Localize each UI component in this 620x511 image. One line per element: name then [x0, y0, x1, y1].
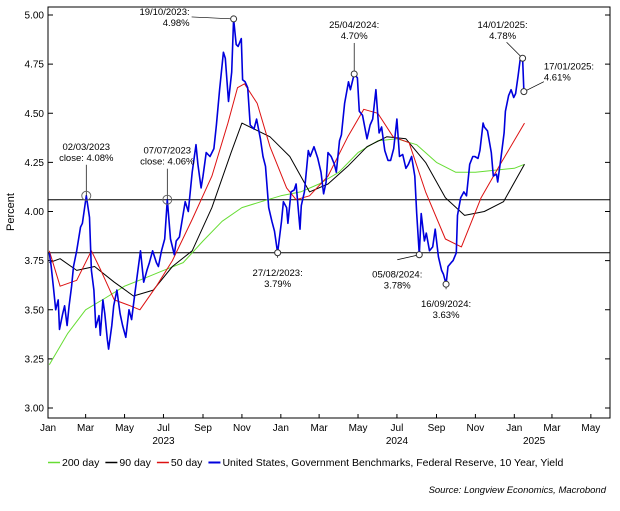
annotation-label: 14/01/2025: — [478, 20, 528, 31]
legend-entry: 200 day — [62, 457, 100, 469]
annotation-label: 3.79% — [264, 279, 291, 290]
y-axis-label: Percent — [5, 193, 17, 231]
series-line-200-day — [48, 138, 525, 366]
annotation-marker — [520, 88, 528, 96]
annotation-label: 4.98% — [163, 18, 190, 29]
annotation-label: 16/09/2024: — [421, 299, 471, 310]
annotation-label: 07/07/2023 — [144, 146, 192, 157]
annotation-marker — [81, 190, 92, 201]
x-tick-label: Mar — [77, 423, 95, 434]
annotation-label: 27/12/2023: — [253, 268, 303, 279]
x-tick-label: Nov — [467, 423, 485, 434]
x-tick-label: Nov — [233, 423, 251, 434]
y-tick-label: 4.00 — [25, 207, 45, 218]
annotation-label: close: 4.06% — [140, 157, 195, 168]
year-label: 2025 — [523, 436, 546, 447]
series-lines — [48, 18, 525, 366]
x-tick-label: Jan — [40, 423, 56, 434]
reference-lines — [48, 199, 610, 254]
annotation-marker — [230, 15, 238, 23]
source-note: Source: Longview Economics, Macrobond — [429, 485, 607, 496]
annotation-label: 25/04/2024: — [329, 20, 379, 31]
y-tick-label: 5.00 — [25, 11, 45, 22]
annotation-label: close: 4.08% — [59, 153, 114, 164]
x-tick-label: Sep — [428, 423, 446, 434]
annotation-marker — [415, 251, 423, 259]
x-tick-label: Mar — [310, 423, 328, 434]
x-tick-label: Sep — [194, 423, 212, 434]
annotation-label: 19/10/2023: — [139, 7, 189, 18]
x-tick-label: May — [115, 423, 134, 434]
annotation-label: 17/01/2025: — [544, 62, 594, 73]
y-tick-label: 4.50 — [25, 109, 45, 120]
year-label: 2023 — [152, 436, 175, 447]
x-tick-label: Jul — [391, 423, 404, 434]
x-tick-label: May — [581, 423, 600, 434]
series-line-90-day — [49, 122, 525, 297]
plot-frame — [47, 6, 611, 419]
y-axis-ticks: 3.00 3.25 3.50 3.75 4.00 4.25 4.50 4.75 5.00 — [25, 11, 610, 415]
annotation-label: 4.70% — [341, 31, 368, 42]
series-line-50-day — [48, 83, 525, 311]
annotation-marker — [442, 280, 450, 288]
annotation-label: 05/08/2024: — [372, 270, 422, 281]
annotation-leader — [523, 81, 545, 92]
x-tick-label: Jul — [157, 423, 170, 434]
y-tick-label: 4.75 — [25, 60, 45, 71]
year-label: 2024 — [386, 436, 409, 447]
annotation-label: 4.61% — [544, 73, 571, 84]
x-axis-ticks: Jan Mar May Jul Sep Nov Jan Mar May Jul Sep Nov Jan M… — [40, 414, 600, 447]
legend: 200 day 90 day 50 day United States, Govern… — [48, 457, 563, 469]
annotation-marker — [350, 70, 358, 78]
y-tick-label: 3.25 — [25, 354, 45, 365]
y-tick-label: 3.75 — [25, 256, 45, 267]
annotation-marker — [519, 54, 527, 62]
annotation-leader — [506, 41, 523, 59]
annotation-label: 02/03/2023 — [63, 142, 111, 153]
legend-entry: 90 day — [119, 457, 151, 469]
annotation-label: 4.78% — [489, 31, 516, 42]
legend-entry: 50 day — [171, 457, 203, 469]
series-line-us-10y-yield — [48, 18, 525, 350]
y-tick-label: 3.00 — [25, 404, 45, 415]
x-tick-label: Jan — [273, 423, 289, 434]
x-tick-label: May — [349, 423, 368, 434]
x-tick-label: Mar — [543, 423, 561, 434]
y-tick-label: 3.50 — [25, 305, 45, 316]
annotation-label: 3.63% — [433, 310, 460, 321]
annotation-leader — [191, 16, 234, 20]
legend-entry: United States, Government Benchmarks, Fe… — [222, 457, 563, 469]
annotation-label: 3.78% — [384, 281, 411, 292]
x-tick-label: Jan — [506, 423, 522, 434]
annotation-leader — [397, 254, 420, 261]
annotation-marker — [274, 249, 282, 257]
y-tick-label: 4.25 — [25, 158, 45, 169]
annotation-marker — [162, 194, 173, 205]
